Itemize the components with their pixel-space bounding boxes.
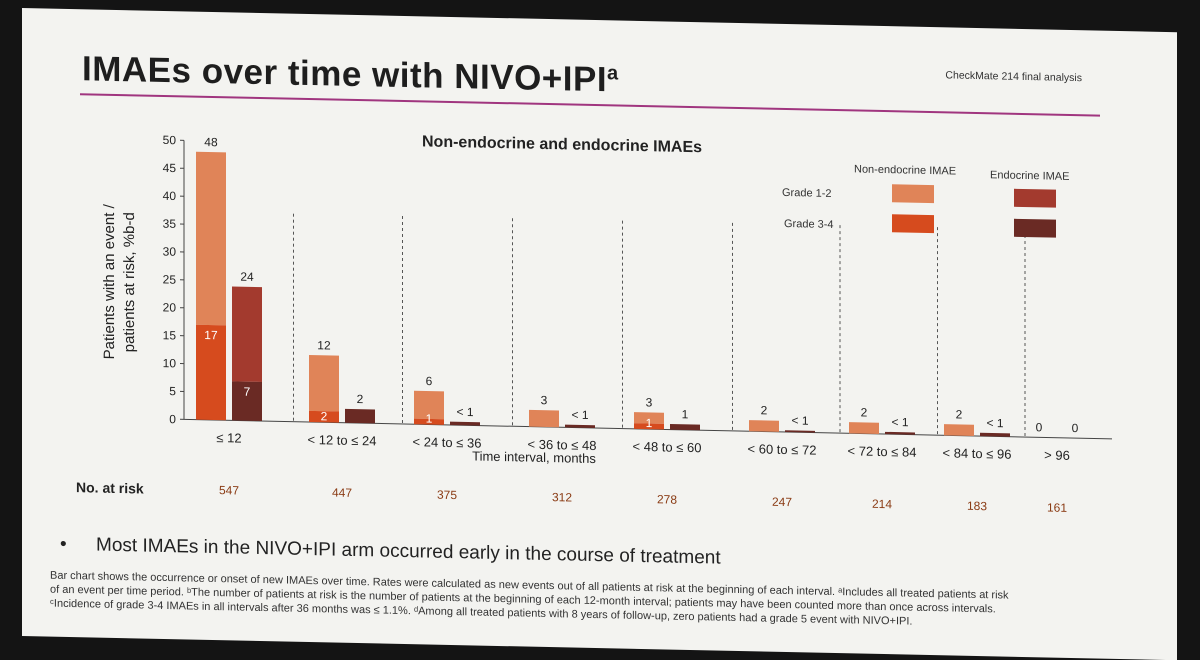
x-tick-label: < 84 to ≤ 96: [943, 445, 1012, 461]
bar-endocrine-grade34: [450, 422, 480, 426]
data-label-nonendocrine-grade34: 1: [426, 411, 433, 425]
bar-nonendocrine-grade12: [749, 420, 779, 432]
data-label-endocrine-total: 2: [357, 392, 364, 406]
legend-swatch-nonendo-grade34: [892, 214, 934, 233]
y-tick-label: 50: [163, 133, 177, 147]
y-tick-label: 5: [169, 384, 176, 398]
data-label-endocrine-total: < 1: [986, 416, 1003, 430]
y-tick-label: 20: [163, 300, 177, 314]
x-tick-label: ≤ 12: [216, 430, 241, 446]
y-tick-label: 35: [163, 217, 177, 231]
legend-endocrine-header: Endocrine IMAE: [990, 169, 1069, 183]
x-tick-label: < 72 to ≤ 84: [848, 443, 917, 459]
data-label-nonendocrine-total: 6: [426, 374, 433, 388]
x-tick-label: > 96: [1044, 447, 1070, 463]
legend-swatch-endo-grade12: [1014, 189, 1056, 208]
slide: IMAEs over time with NIVO+IPIa CheckMate…: [22, 8, 1177, 660]
at-risk-value: 183: [967, 499, 987, 513]
legend-swatch-endo-grade34: [1014, 219, 1056, 238]
at-risk-label: No. at risk: [76, 479, 144, 496]
data-label-nonendocrine-total: 2: [956, 407, 963, 421]
data-label-endocrine-total: < 1: [456, 405, 473, 419]
data-label-nonendocrine-grade34: 1: [646, 416, 653, 430]
y-tick-label: 45: [163, 161, 177, 175]
bar-endocrine-grade12: [232, 286, 262, 381]
data-label-endocrine-total: 24: [240, 270, 254, 284]
data-label-nonendocrine-total: 48: [204, 135, 218, 149]
x-tick-label: < 60 to ≤ 72: [748, 441, 817, 457]
data-label-nonendocrine-total: 3: [541, 393, 548, 407]
data-label-nonendocrine-total: 2: [761, 403, 768, 417]
data-label-endocrine-total: 1: [682, 407, 689, 421]
bar-nonendocrine-grade12: [309, 355, 339, 411]
data-label-endocrine-total: < 1: [891, 415, 908, 429]
at-risk-value: 547: [219, 483, 239, 497]
data-label-nonendocrine-total: 2: [861, 405, 868, 419]
data-label-nonendocrine-grade34: 2: [321, 409, 328, 423]
y-tick-label: 25: [163, 272, 177, 286]
data-label-endocrine-total: 0: [1072, 421, 1079, 435]
at-risk-value: 375: [437, 488, 457, 502]
data-label-nonendocrine-total: 3: [646, 395, 653, 409]
y-tick-label: 10: [163, 356, 177, 370]
y-tick-label: 30: [163, 245, 177, 259]
legend-grade12-label: Grade 1-2: [782, 187, 832, 200]
at-risk-value: 214: [872, 497, 892, 511]
data-label-nonendocrine-total: 0: [1036, 420, 1043, 434]
legend-nonendocrine-header: Non-endocrine IMAE: [854, 163, 956, 177]
at-risk-value: 278: [657, 492, 677, 506]
bar-endocrine-grade34: [670, 424, 700, 430]
bar-nonendocrine-grade12: [849, 422, 879, 434]
data-label-endocrine-total: < 1: [791, 413, 808, 427]
data-label-endocrine-total: < 1: [571, 408, 588, 422]
data-label-endocrine-grade34: 7: [244, 385, 251, 399]
data-label-nonendocrine-grade34: 17: [204, 328, 218, 342]
bar-endocrine-grade34: [980, 433, 1010, 437]
at-risk-value: 161: [1047, 500, 1067, 514]
at-risk-value: 247: [772, 495, 792, 509]
bar-nonendocrine-grade12: [196, 152, 226, 326]
at-risk-value: 447: [332, 485, 352, 499]
legend-swatch-nonendo-grade12: [892, 184, 934, 203]
y-tick-label: 15: [163, 328, 177, 342]
y-tick-label: 0: [169, 412, 176, 426]
data-label-nonendocrine-total: 12: [317, 338, 331, 352]
x-tick-label: < 12 to ≤ 24: [308, 432, 377, 448]
y-tick-label: 40: [163, 189, 177, 203]
bar-nonendocrine-grade12: [944, 424, 974, 436]
legend-grade34-label: Grade 3-4: [784, 218, 834, 231]
at-risk-value: 312: [552, 490, 572, 504]
bar-nonendocrine-grade12: [529, 410, 559, 427]
bar-endocrine-grade34: [345, 409, 375, 424]
